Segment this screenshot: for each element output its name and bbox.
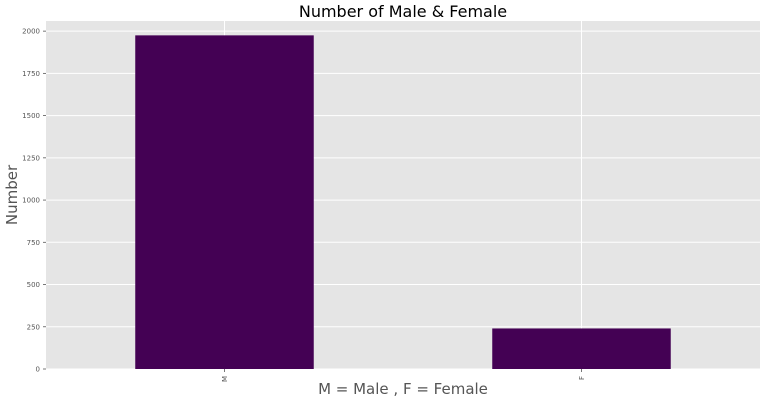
x-axis-label: M = Male , F = Female [318,380,488,398]
bar-M [135,35,314,369]
y-tick-label: 1500 [22,112,40,120]
y-tick-label: 1250 [22,154,40,162]
y-tick-label: 0 [36,366,40,374]
bars [135,35,671,369]
chart-title: Number of Male & Female [299,2,507,21]
y-tick-label: 250 [27,323,40,331]
y-tick-label: 500 [27,281,40,289]
x-tick-label: M [221,376,229,382]
y-axis-label: Number [3,164,21,225]
y-tick-label: 750 [27,239,40,247]
y-tick-label: 1750 [22,70,40,78]
y-tick-label: 2000 [22,28,40,36]
x-tick-label: F [578,376,586,380]
bar-F [492,328,671,369]
y-tick-label: 1000 [22,197,40,205]
y-axis-ticks: 0 250 500 750 1000 1250 1500 1750 2000 [22,28,46,374]
